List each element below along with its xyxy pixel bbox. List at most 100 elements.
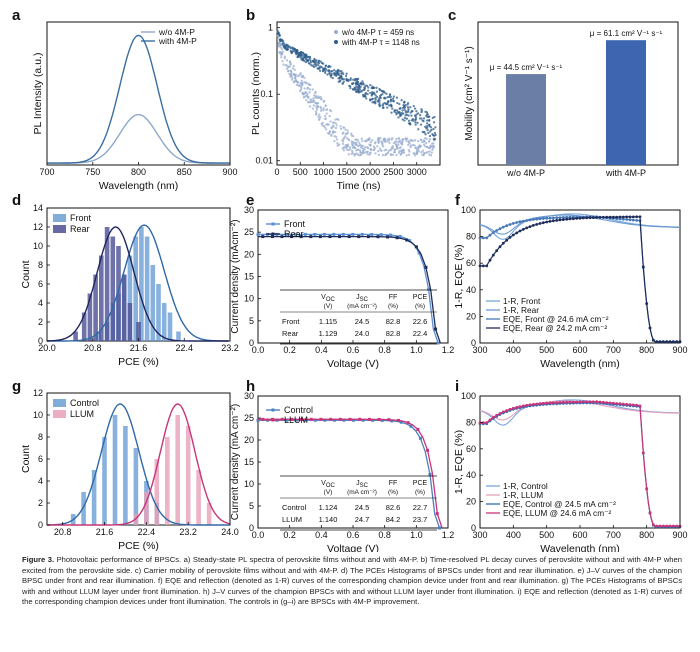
panel-b-point [406,106,410,109]
panel-b-point [312,60,315,63]
caption-label: Figure 3. [22,555,55,564]
panel-a-frame [46,21,231,166]
panel-i-marker [535,402,539,406]
panel-e-xtick-label: 1.0 [410,345,423,355]
panel-f-legend-label: EQE, Front @ 24.6 mA cm⁻² [503,314,609,324]
panel-b-point [358,154,361,157]
panel-i-marker [565,400,569,404]
panel-c-bar-label: μ = 61.1 cm² V⁻¹ s⁻¹ [590,29,663,38]
panel-h-marker [358,417,362,421]
panel-b-point [285,59,289,62]
panel-b-point [350,132,353,135]
panel-f-xtick-label: 800 [639,345,654,355]
panel-g-bar [144,492,149,525]
panel-b-point [345,145,349,149]
panel-b-point [309,59,312,62]
panel-e-table-cell: 22.6 [413,317,428,326]
panel-b-point [288,60,292,63]
panel-i-xlabel: Wavelength (nm) [540,543,620,552]
panel-b-point [409,145,412,149]
panel-f-marker [665,340,669,344]
panel-h-xtick-label: 0.4 [315,530,328,540]
panel-b-point [414,123,417,126]
panel-b-point [378,147,382,150]
panel-b-point [386,106,389,109]
panel-i-marker [595,400,599,404]
panel-b-point [377,137,380,141]
panel-g-bar [133,448,139,525]
panel-f-marker [525,219,529,222]
panel-c-frame [477,21,679,166]
panel-b-point [355,138,358,141]
panel-e-xtick-label: 0.6 [347,345,360,355]
panel-d-bar [96,331,101,341]
panel-b-point [320,98,323,101]
panel-a-line-0 [47,113,230,164]
panel-b-point [299,72,302,75]
panel-b-point [430,151,433,154]
panel-b-point [334,121,337,125]
panel-f-marker [658,340,662,344]
panel-b-point [414,146,417,149]
panel-f-marker [485,264,489,268]
panel-b-point [292,50,296,53]
panel-b-point [415,148,419,151]
panel-d-ylabel: Count [20,260,32,288]
panel-b-point [425,127,428,130]
panel-b-point [323,114,327,118]
panel-d-ytick-label: 14 [33,203,43,213]
panel-b-point [295,80,299,84]
panel-b-point [378,96,382,99]
panel-b-point [428,119,431,122]
panel-i-curve-0 [479,399,680,426]
panel-f-marker [555,216,559,220]
panel-e-table-header: JSC [356,294,369,303]
panel-i-marker [545,401,549,405]
panel-i-xtick-label: 300 [472,530,487,540]
panel-i-marker [541,402,545,405]
panel-d-ytick-label: 8 [38,260,43,270]
panel-f-marker [518,220,522,224]
panel-b-point [356,77,360,81]
panel-b-point [381,104,384,107]
panel-g-bar [91,470,97,525]
panel-b-point [329,65,332,68]
panel-i-ytick-label: 80 [466,417,476,427]
panel-b-point [333,139,336,143]
panel-h-table-unit: (%) [415,489,425,496]
panel-i-marker [511,406,515,410]
panel-f-marker [528,225,532,229]
panel-e-markers-1 [261,235,438,331]
panel-h-table-unit: (%) [388,489,398,496]
panel-b-point [377,141,380,144]
panel-b-point [312,99,316,102]
panel-b-point [357,139,360,142]
panel-d-legend-swatch [53,214,66,222]
panel-b-legend-swatch [334,30,338,34]
panel-b-point [402,138,405,141]
panel-b-point [418,144,421,148]
panel-f-marker [671,340,675,344]
panel-i-marker [485,421,489,425]
panel-i-marker [621,402,625,406]
panel-i-marker [561,400,565,404]
panel-b-point [394,143,398,146]
panel-d-bar [110,236,116,341]
panel-b-legend-label: w/o 4M-P τ = 459 ns [341,28,414,37]
panel-b-point [287,45,290,48]
panel-g-xlabel: PCE (%) [118,540,159,552]
panel-i-marker [651,523,655,526]
panel-b-point [426,151,429,154]
panel-b-point [304,60,307,64]
figure-caption: Figure 3. Photovoltaic performance of BP… [22,555,682,608]
panel-i-marker [581,400,585,404]
panel-b-point [380,149,383,152]
panel-b-point [292,72,296,76]
panel-b-point [283,42,286,45]
panel-b-point [307,61,310,65]
panel-f-marker [508,236,512,239]
panel-b-point [281,59,284,63]
panel-b-point [414,118,417,122]
panel-g-bar [185,426,191,525]
panel-b-series-0 [276,30,436,157]
